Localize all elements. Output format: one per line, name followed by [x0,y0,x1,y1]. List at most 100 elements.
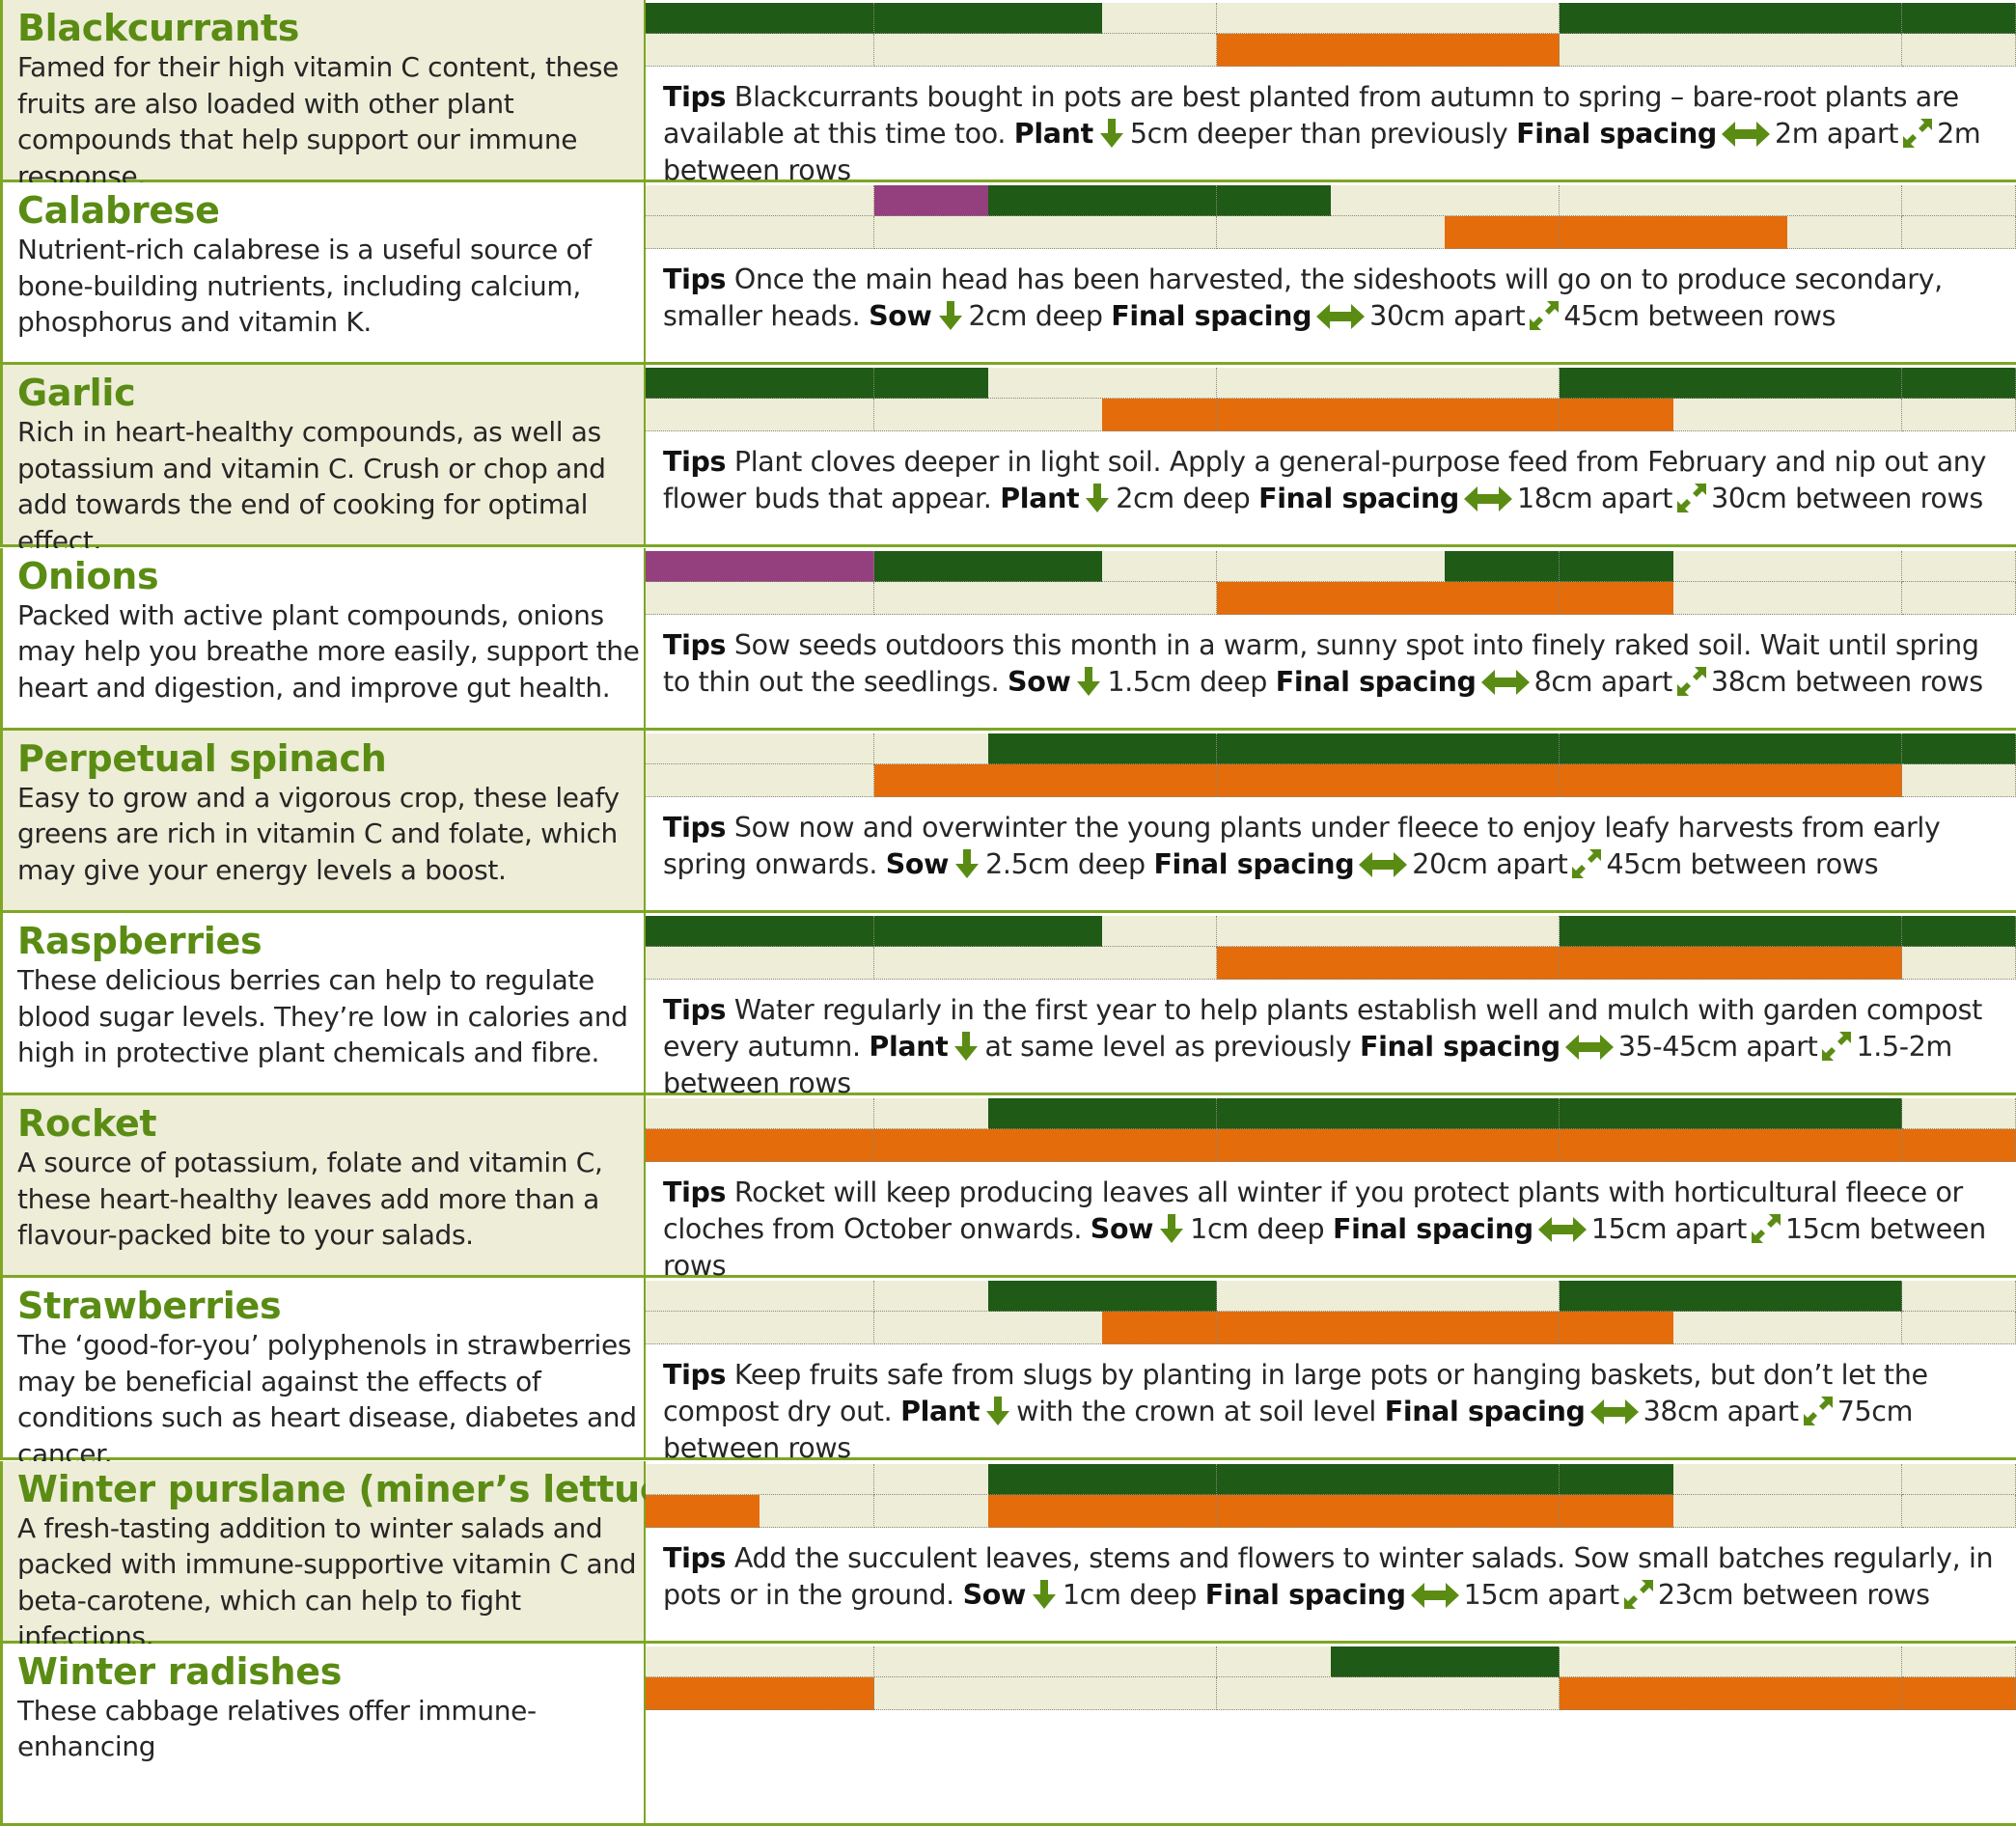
bottom-band-month [646,34,760,67]
action-label: Plant [869,1031,949,1063]
top-band-month [646,368,760,400]
diagonal-arrows-icon [1676,483,1708,514]
spacing-label: Final spacing [1359,1031,1560,1063]
bottom-band-month [873,399,989,432]
top-band-month [1445,1281,1560,1313]
top-band-month [1559,916,1674,947]
spacing-label: Final spacing [1332,1213,1533,1246]
bottom-band-month [873,1494,989,1528]
top-band-month [1673,185,1788,217]
month-calendar [646,1644,2016,1711]
bottom-band-month [988,1129,1103,1163]
top-band-month [646,1463,760,1495]
bottom-band-month [1102,1494,1218,1528]
tips-text: Tips Blackcurrants bought in pots are be… [663,79,2009,189]
top-band-month [988,550,1103,582]
top-band-month [1216,550,1332,582]
top-band-month [646,1281,760,1313]
bottom-band-month [1331,581,1446,615]
top-band-month [1673,550,1788,582]
spacing-apart-value: 38cm apart [1643,1396,1800,1428]
diagonal-arrows-icon [1529,300,1560,332]
left-right-arrow-icon [1463,486,1512,512]
bottom-band-month [1102,947,1218,980]
bottom-band-month [873,581,989,615]
month-calendar [646,1095,2016,1163]
top-band-month [759,1098,875,1130]
top-band-month [1445,3,1560,34]
bottom-band-month [1901,947,2016,980]
top-band-month [873,1646,989,1677]
bottom-band-month [1787,763,1903,797]
bottom-band-month [1216,399,1332,432]
top-band-month [646,1646,760,1677]
top-band-month [1559,1281,1674,1313]
tips-text: Tips Add the succulent leaves, stems and… [663,1540,2009,1614]
bottom-band-month [1559,1129,1674,1163]
bottom-band-month [1787,947,1903,980]
bottom-band-month [1445,1312,1560,1345]
bottom-band-month [1445,34,1560,67]
crop-name: Rocket [17,1102,157,1146]
bottom-band-month [1216,1129,1332,1163]
bottom-band-month [988,581,1103,615]
diagonal-arrows-icon [1750,1213,1781,1245]
crop-name: Garlic [17,372,136,415]
top-band-month [1445,550,1560,582]
tips-text: Tips Plant cloves deeper in light soil. … [663,444,2009,517]
tips-text: Tips Keep fruits safe from slugs by plan… [663,1357,2009,1467]
top-band-month [1445,733,1560,764]
top-band-month [1787,368,1903,400]
top-band-month [759,368,875,400]
top-band-month [1787,185,1903,217]
top-band-month [1216,916,1332,947]
top-band-month [1331,1463,1446,1495]
top-band-month [646,3,760,34]
top-band-month [1102,733,1218,764]
bottom-band-month [1102,581,1218,615]
bottom-band-month [1331,763,1446,797]
bottom-band-month [759,216,875,250]
bottom-band-month [1331,399,1446,432]
diagonal-arrows-icon [1821,1031,1853,1062]
tips-body: Water regularly in the first year to hel… [663,994,1982,1063]
top-band-month [988,1463,1103,1495]
crop-description: A source of potassium, folate and vitami… [17,1147,603,1252]
top-band-month [873,916,989,947]
tips-body: Plant cloves deeper in light soil. Apply… [663,446,1987,515]
depth-value: 2cm deep [968,300,1103,333]
month-calendar [646,913,2016,981]
month-calendar [646,1278,2016,1345]
tips-label: Tips [663,1541,727,1574]
spacing-apart-value: 35-45cm apart [1617,1031,1818,1063]
bottom-band-month [646,763,760,797]
bottom-band-month [873,1676,989,1710]
crop-row: Rocket A source of potassium, folate and … [0,1095,2016,1282]
crop-name: Blackcurrants [17,7,300,49]
top-band-month [1787,3,1903,34]
crop-row: Winter purslane (miner’s lettuce) A fresh… [0,1460,2016,1652]
crop-info: Blackcurrants Famed for their high vitami… [0,0,646,192]
spacing-label: Final spacing [1384,1396,1586,1428]
bottom-band-month [1216,1494,1332,1528]
down-arrow-icon [986,1397,1010,1426]
row-spacing-value: 1.5-2m between rows [663,1031,1952,1099]
month-calendar [646,365,2016,432]
bottom-band-month [1901,581,2016,615]
depth-value: 5cm deeper than previously [1129,118,1508,150]
top-band-month [1216,185,1332,217]
top-band-month [1331,3,1446,34]
top-band-month [1216,368,1332,400]
spacing-apart-value: 15cm apart [1590,1213,1748,1246]
top-band-month [1331,368,1446,400]
action-label: Plant [1000,483,1080,515]
bottom-band-month [1787,399,1903,432]
bottom-band-month [1216,1676,1332,1710]
top-band-month [988,185,1103,217]
top-band-month [1673,1281,1788,1313]
bottom-band-month [1673,581,1788,615]
diagonal-arrows-icon [1622,1578,1654,1610]
down-arrow-icon [1077,666,1101,696]
bottom-band-month [1673,1676,1788,1710]
tips-label: Tips [663,1359,727,1392]
